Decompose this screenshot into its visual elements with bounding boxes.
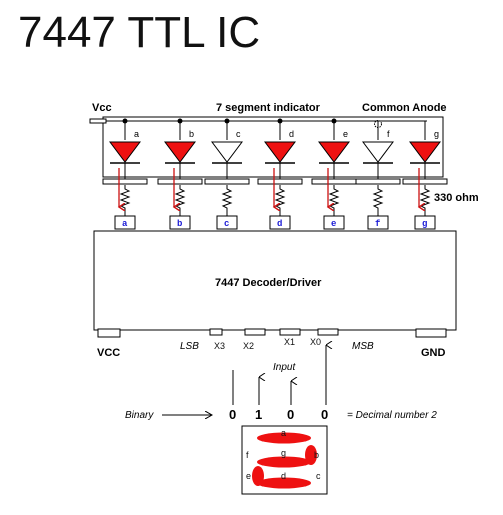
resistor-b	[174, 185, 186, 216]
x0-pin	[317, 328, 339, 336]
chip-name: 7447 Decoder/Driver	[215, 277, 322, 289]
msb-label: MSB	[352, 341, 374, 352]
x3-label: X3	[214, 341, 225, 351]
output-pin-label-d: d	[277, 219, 282, 229]
segment-letter-f: f	[387, 129, 390, 139]
output-pin-a	[114, 215, 136, 230]
resistor-label: 330 ohm	[434, 192, 479, 204]
led-c-off	[211, 141, 243, 163]
segment-connector	[157, 178, 203, 185]
segment-letter-d: d	[289, 129, 294, 139]
bit-0: 0	[229, 407, 236, 422]
led-d-on	[264, 141, 296, 163]
x2-pin	[244, 328, 266, 336]
led-e-on	[318, 141, 350, 163]
segment-letter-e: e	[343, 129, 348, 139]
output-pin-d	[269, 215, 291, 230]
output-pin-label-f: f	[375, 219, 380, 229]
common-anode-label: Common Anode	[362, 102, 447, 114]
digit-display: a f g b e d c	[246, 428, 321, 489]
resistor-a	[119, 185, 131, 216]
decoder-chip	[93, 230, 457, 331]
bus-junction	[122, 118, 128, 124]
digit-segment-d	[257, 477, 311, 489]
segment-connector	[102, 178, 148, 185]
digit-letter-f: f	[246, 450, 249, 460]
indicator-label: 7 segment indicator	[216, 102, 321, 114]
bit-1: 1	[255, 407, 262, 422]
digit-segment-a	[257, 432, 311, 444]
x1-label: X1	[284, 337, 295, 347]
led-a-on	[109, 141, 141, 163]
resistor-d	[274, 185, 286, 216]
decimal-result: = Decimal number 2	[347, 410, 437, 421]
bus-junction	[177, 118, 183, 124]
bus-junction	[277, 118, 283, 124]
segment-connector	[204, 178, 250, 185]
x1-pin	[279, 328, 301, 336]
segment-letter-a: a	[134, 129, 139, 139]
digit-segment-g	[257, 456, 311, 468]
bus-junction	[331, 118, 337, 124]
output-pin-label-g: g	[422, 219, 427, 229]
output-pin-e	[323, 215, 345, 230]
segment-connector	[311, 178, 357, 185]
bit-2: 0	[287, 407, 294, 422]
output-pin-f	[367, 215, 389, 230]
digit-letter-g: g	[281, 448, 286, 458]
segment-connector	[402, 178, 448, 185]
digit-letter-d: d	[281, 471, 286, 481]
led-g-on	[409, 141, 441, 163]
gnd-pin	[415, 328, 447, 338]
vcc-label: Vcc	[92, 102, 112, 114]
segment-column-f: ff1	[355, 121, 401, 258]
chip-gnd-label: GND	[421, 347, 446, 359]
output-pin-b	[169, 215, 191, 230]
lsb-label: LSB	[180, 341, 199, 352]
vcc-pin	[97, 328, 121, 338]
page-title: 7447 TTL IC	[18, 8, 261, 57]
led-b-on	[164, 141, 196, 163]
output-pin-c	[216, 215, 238, 230]
digit-letter-e: e	[246, 471, 251, 481]
digit-letter-b: b	[314, 450, 319, 460]
led-f-off	[362, 141, 394, 163]
digit-letter-a: a	[281, 428, 286, 438]
chip-vcc-label: VCC	[97, 347, 120, 359]
resistor-g	[419, 185, 431, 216]
output-pin-label-c: c	[224, 219, 229, 229]
x3-pin	[209, 328, 223, 336]
input-label: Input	[273, 362, 296, 373]
digit-letter-c: c	[316, 471, 321, 481]
segment-letter-c: c	[236, 129, 241, 139]
segment-connector	[257, 178, 303, 185]
output-pin-label-e: e	[331, 219, 336, 229]
segment-connector	[355, 178, 401, 185]
display-box	[102, 116, 444, 178]
binary-label: Binary	[125, 410, 154, 421]
output-pin-label-b: b	[177, 219, 182, 229]
resistor-c	[221, 185, 233, 216]
resistor-f	[372, 185, 384, 216]
bit-3: 0	[321, 407, 328, 422]
vcc-terminal	[89, 118, 107, 124]
segment-column-e: ee	[311, 118, 357, 254]
output-pin-g	[414, 215, 436, 230]
segment-letter-g: g	[434, 129, 439, 139]
x2-label: X2	[243, 341, 254, 351]
bus-junction	[224, 118, 230, 124]
x0-label: X0	[310, 337, 321, 347]
segment-letter-b: b	[189, 129, 194, 139]
resistor-e	[328, 185, 340, 216]
output-pin-label-a: a	[122, 219, 128, 229]
